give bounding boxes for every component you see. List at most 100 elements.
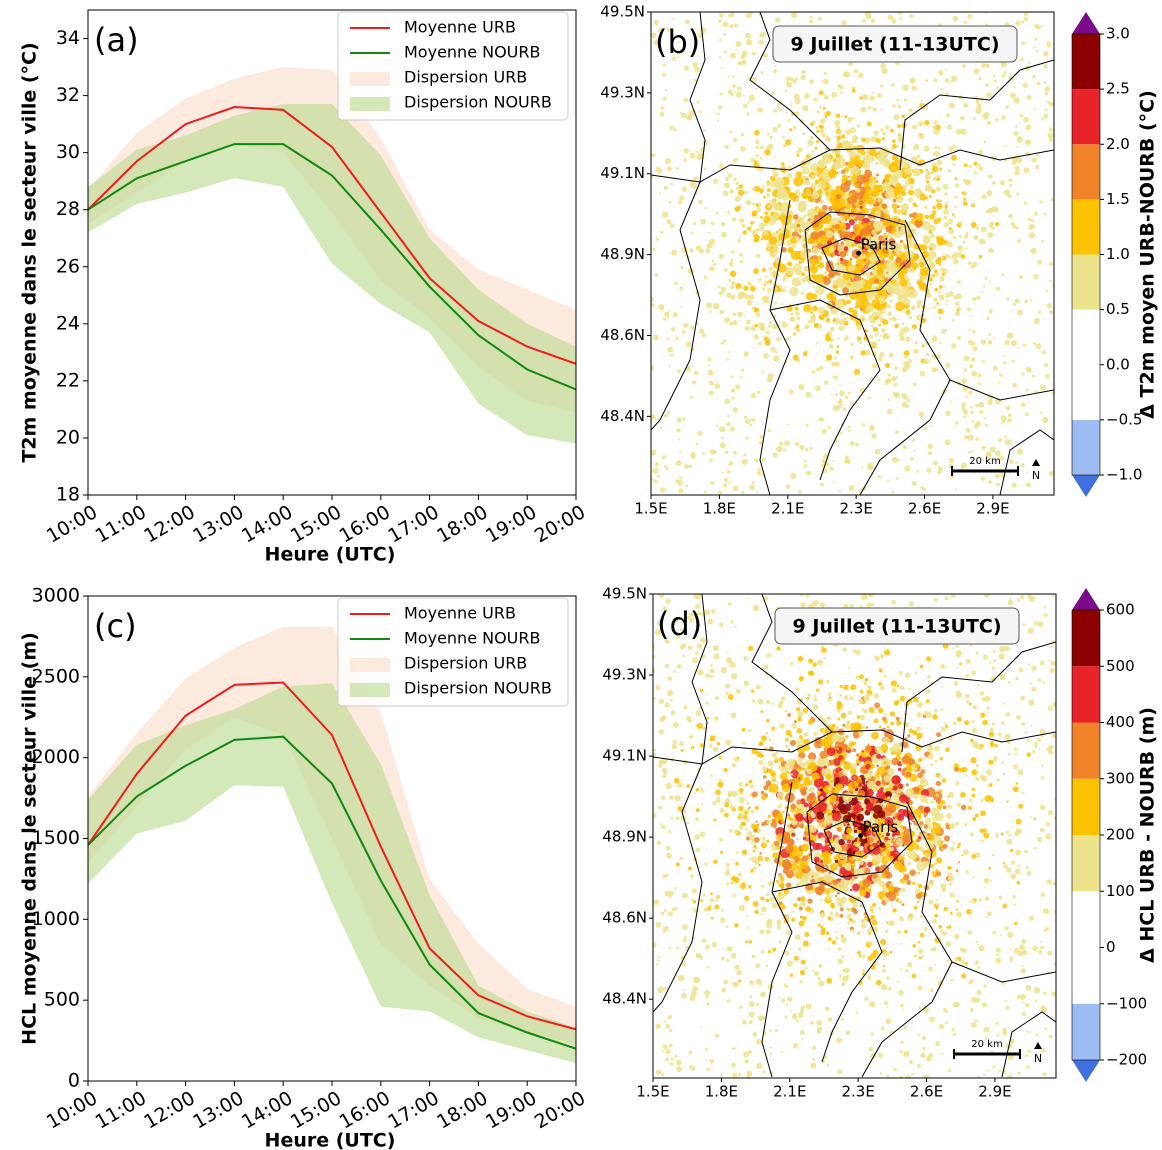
heat-blob [941,277,944,280]
heat-blob [981,445,986,450]
heat-blob [816,659,824,666]
heat-blob [994,473,1000,479]
heat-blob [996,1034,1000,1037]
heat-blob [1008,332,1014,339]
heat-blob [946,959,950,963]
heat-blob [786,305,793,312]
heat-blob [1027,61,1031,64]
heat-blob [784,286,787,289]
heat-blob [730,804,735,810]
heat-blob [729,12,735,18]
heat-blob [685,341,692,348]
heat-blob [875,180,879,184]
heat-blob [1039,660,1045,666]
heat-blob [735,282,742,290]
heat-blob [1015,818,1022,825]
heat-blob [670,1057,674,1061]
heat-blob [849,603,854,609]
heat-blob [738,787,744,794]
heat-blob [805,594,810,598]
heat-blob [969,832,974,837]
heat-blob [979,691,985,696]
heat-blob [777,287,782,293]
heat-blob [1015,782,1019,785]
heat-blob [831,217,840,226]
heat-blob [737,1072,742,1076]
heat-blob [689,617,695,623]
heat-blob [760,710,764,713]
heat-blob [828,246,835,253]
heat-blob [667,1014,673,1020]
heat-blob [762,664,769,671]
heat-blob [940,726,943,729]
heat-blob [1014,752,1018,756]
heat-blob [708,390,714,396]
heat-blob [917,871,920,875]
heat-blob [1004,339,1010,346]
heat-blob [825,842,829,846]
heat-blob [789,817,794,822]
heat-blob [813,97,818,102]
heat-blob [724,398,731,405]
heat-blob [925,292,932,299]
heat-blob [737,239,741,243]
heat-blob [836,345,840,349]
heat-blob [998,381,1001,384]
heat-blob [741,490,745,495]
heat-blob [755,227,761,232]
heat-blob [730,285,735,290]
heat-blob [720,917,726,923]
heat-blob [810,871,820,881]
heat-blob [956,293,962,300]
heat-blob [897,318,900,321]
heat-blob [933,218,940,225]
heat-blob [711,609,716,614]
heat-blob [676,1059,682,1066]
heat-blob [764,149,771,156]
heat-blob [936,177,940,182]
heat-blob [887,311,892,317]
heat-blob [804,93,810,99]
heat-blob [935,186,941,192]
heat-blob [795,739,801,746]
heat-blob [807,139,814,147]
heat-blob [973,743,980,750]
heat-blob [860,106,867,113]
heat-blob [980,712,986,718]
heat-blob [858,220,862,224]
heat-blob [753,334,759,340]
heat-blob [759,215,763,219]
heat-blob [694,612,699,616]
heat-blob [657,474,661,478]
heat-blob [853,146,856,149]
heat-blob [1020,695,1026,701]
heat-blob [956,649,962,656]
heat-blob [867,105,872,110]
heat-blob [777,187,788,197]
heat-blob [967,434,974,441]
heat-blob [985,83,990,87]
heat-blob [800,74,806,81]
heat-blob [867,462,874,469]
heat-blob [850,165,860,175]
heat-blob [720,1073,723,1077]
heat-blob [714,904,720,910]
heat-blob [981,697,986,702]
heat-blob [786,960,793,967]
heat-blob [861,954,866,959]
heat-blob [1033,741,1038,746]
heat-blob [731,1062,736,1068]
heat-blob [758,341,762,346]
heat-blob [662,96,667,101]
heat-blob [899,825,905,830]
heat-blob [1001,982,1005,986]
heat-blob [813,274,824,284]
heat-blob [835,936,839,940]
heat-blob [922,1046,926,1051]
heat-blob [663,185,669,191]
heat-blob [770,821,778,828]
heat-blob [948,791,955,798]
heat-blob [832,318,836,322]
heat-blob [1007,681,1011,684]
heat-blob [1021,791,1025,795]
